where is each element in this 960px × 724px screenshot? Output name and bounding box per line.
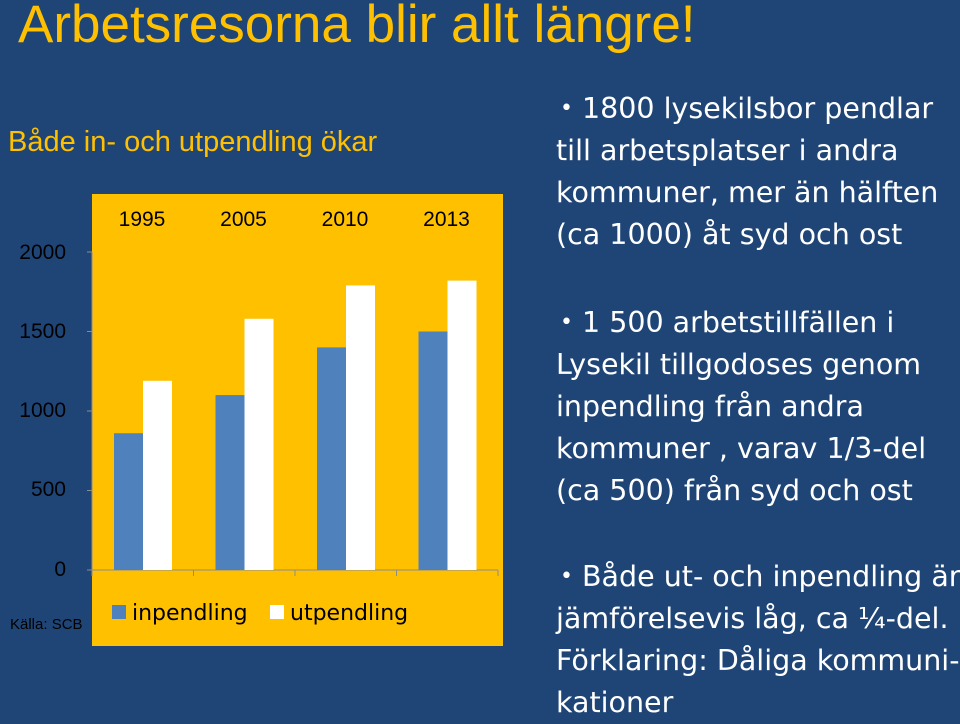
x-tick-label: 2010 xyxy=(322,208,369,231)
bar-utpendling-2010 xyxy=(346,285,375,570)
bar-inpendling-2010 xyxy=(317,347,346,570)
slide-title: Arbetsresorna blir allt längre! xyxy=(18,0,696,54)
legend-label-inpendling: inpendling xyxy=(132,601,248,626)
bullet-item: 1800 lysekilsbor pendlar till arbetsplat… xyxy=(552,88,960,256)
bar-utpendling-2005 xyxy=(244,318,274,570)
x-tick-label: 1995 xyxy=(119,208,166,231)
y-tick-label: 1000 xyxy=(19,399,66,422)
y-tick-label: 2000 xyxy=(19,241,66,264)
bullet-item: Både ut- och inpendling är jämförelsevis… xyxy=(552,556,960,724)
x-tick-label: 2005 xyxy=(220,208,267,231)
source-label: Källa: SCB xyxy=(10,616,83,633)
bullet-text: 1800 lysekilsbor pendlar till arbetsplat… xyxy=(556,92,939,251)
y-tick-label: 500 xyxy=(30,478,66,501)
bar-chart: 1995 2005 2010 2013 inpendling utpendling xyxy=(87,194,503,646)
bar-inpendling-2005 xyxy=(215,395,245,570)
y-tick-label: 0 xyxy=(54,558,66,581)
legend-swatch-utpendling xyxy=(270,605,284,619)
bar-utpendling-2013 xyxy=(447,280,477,570)
bullet-item: 1 500 arbetstillfällen i Lysekil tillgod… xyxy=(552,302,960,512)
y-tick-label: 1500 xyxy=(19,320,66,343)
legend-label-utpendling: utpendling xyxy=(290,601,408,626)
chart-subtitle: Både in- och utpendling ökar xyxy=(8,126,378,158)
bar-inpendling-2013 xyxy=(418,331,448,570)
x-tick-label: 2013 xyxy=(423,208,470,231)
bar-inpendling-1995 xyxy=(114,433,143,570)
bar-utpendling-1995 xyxy=(143,380,172,570)
bullet-text: 1 500 arbetstillfällen i Lysekil tillgod… xyxy=(556,306,927,507)
bullet-text: Både ut- och inpendling är jämförelsevis… xyxy=(556,560,960,719)
legend-swatch-inpendling xyxy=(112,605,126,619)
